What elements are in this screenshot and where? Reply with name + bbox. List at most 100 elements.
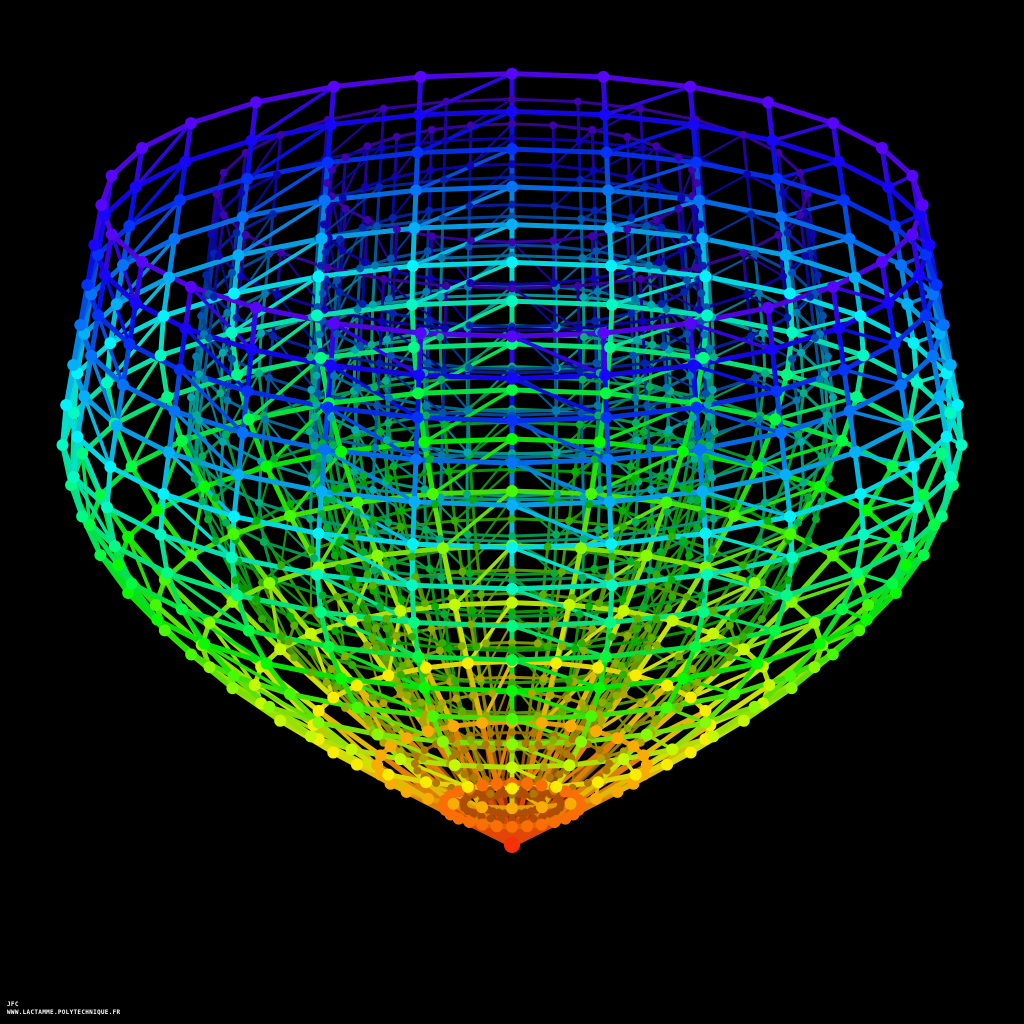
- lattice-node: [436, 735, 449, 748]
- lattice-rod: [639, 277, 701, 311]
- lattice-rod: [341, 155, 348, 200]
- lattice-node: [928, 519, 941, 531]
- lattice-node: [657, 223, 666, 232]
- lattice-rod: [415, 109, 514, 155]
- lattice-rod: [600, 330, 608, 378]
- lattice-rod: [202, 311, 229, 336]
- lattice-rod: [442, 369, 514, 375]
- lattice-node: [575, 420, 584, 429]
- lattice-node: [708, 647, 717, 656]
- lattice-rod: [510, 675, 546, 680]
- lattice-node: [411, 146, 424, 159]
- lattice-rod: [510, 467, 577, 474]
- lattice-rod: [579, 217, 649, 228]
- lattice-node: [482, 639, 491, 648]
- lattice-rod: [133, 159, 188, 190]
- lattice-rod: [414, 112, 422, 156]
- lattice-rod: [452, 600, 515, 608]
- lattice-rod: [789, 330, 866, 358]
- lattice-rod: [510, 136, 581, 143]
- lattice-rod: [553, 319, 597, 327]
- lattice-rod: [325, 405, 418, 462]
- lattice-node: [310, 309, 323, 322]
- lattice-node: [652, 142, 661, 151]
- lattice-node: [157, 487, 170, 500]
- lattice-node: [341, 153, 350, 162]
- lattice-node: [690, 455, 699, 464]
- lattice-rod: [133, 121, 193, 189]
- lattice-rod: [852, 274, 910, 307]
- lattice-node: [576, 366, 585, 375]
- lattice-node: [315, 485, 328, 498]
- lattice-rod: [198, 419, 222, 484]
- lattice-node: [619, 690, 628, 699]
- lattice-node: [306, 668, 315, 677]
- lattice-node: [508, 728, 516, 737]
- lattice-rod: [892, 223, 929, 258]
- lattice-rod: [272, 578, 324, 597]
- lattice-rod: [698, 133, 745, 161]
- lattice-rod: [576, 277, 642, 288]
- lattice-node: [204, 334, 213, 343]
- lattice-node: [388, 213, 397, 222]
- lattice-node: [627, 309, 636, 318]
- lattice-node: [640, 728, 653, 741]
- lattice-node: [241, 148, 250, 157]
- lattice-node: [311, 431, 320, 440]
- lattice-rod: [745, 274, 785, 296]
- lattice-node: [506, 457, 518, 470]
- lattice-node: [403, 691, 412, 700]
- lattice-node: [506, 582, 518, 595]
- lattice-node: [647, 693, 656, 702]
- lattice-node: [695, 220, 704, 229]
- lattice-node: [370, 261, 379, 270]
- lattice-node: [469, 691, 478, 700]
- lattice-rod: [411, 457, 419, 505]
- lattice-rod: [510, 517, 571, 523]
- lattice-rod: [430, 123, 473, 132]
- lattice-node: [462, 490, 471, 499]
- lattice-rod: [264, 660, 344, 682]
- lattice-node: [546, 742, 555, 751]
- lattice-node: [368, 300, 377, 309]
- lattice-node: [318, 510, 327, 518]
- lattice-node: [105, 228, 118, 241]
- lattice-node: [123, 220, 136, 233]
- lattice-rod: [694, 405, 783, 435]
- lattice-node: [595, 746, 604, 755]
- lattice-node: [603, 495, 616, 508]
- lattice-rod: [752, 531, 793, 586]
- lattice-node: [593, 436, 606, 449]
- lattice-rod: [700, 572, 710, 615]
- lattice-rod: [847, 408, 858, 456]
- lattice-node: [602, 184, 615, 197]
- lattice-rod: [246, 628, 270, 666]
- lattice-rod: [603, 84, 692, 117]
- lattice-node: [363, 215, 372, 224]
- lattice-node: [529, 729, 538, 738]
- lattice-rod: [509, 146, 610, 156]
- lattice-node: [684, 485, 693, 494]
- lattice-node: [232, 228, 241, 237]
- lattice-node: [450, 516, 459, 525]
- lattice-rod: [467, 323, 514, 329]
- lattice-node: [290, 653, 299, 662]
- lattice-node: [901, 419, 914, 432]
- lattice-rod: [553, 204, 597, 213]
- lattice-node: [276, 561, 285, 570]
- lattice-node: [427, 232, 436, 241]
- lattice-node: [792, 308, 801, 317]
- lattice-node: [335, 235, 344, 244]
- lattice-node: [310, 441, 319, 450]
- lattice-node: [397, 595, 406, 604]
- lattice-node: [468, 606, 477, 615]
- lattice-node: [933, 390, 946, 403]
- lattice-rod: [510, 334, 607, 378]
- lattice-node: [697, 289, 706, 298]
- lattice-rod: [687, 84, 771, 105]
- lattice-node: [386, 254, 395, 263]
- lattice-rod: [229, 554, 320, 578]
- lattice-rod: [230, 274, 321, 335]
- lattice-node: [223, 308, 232, 317]
